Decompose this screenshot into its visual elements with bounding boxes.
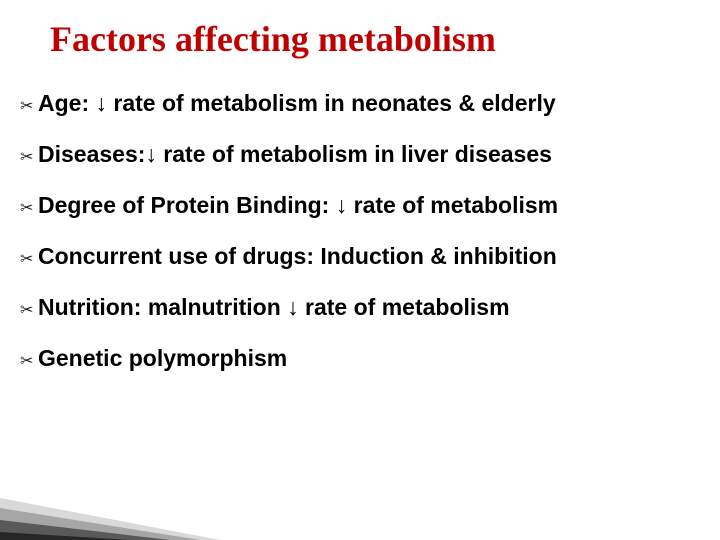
bullet-rest: rate of metabolism in liver diseases bbox=[157, 141, 552, 167]
bullet-icon: ✂ bbox=[20, 201, 38, 217]
bullet-label: Concurrent use of drugs: bbox=[38, 243, 320, 269]
down-arrow-icon: ↓ bbox=[145, 141, 157, 167]
bullet-label: Nutrition: bbox=[38, 294, 148, 320]
bullet-icon: ✂ bbox=[20, 99, 38, 115]
bullet-text: Degree of Protein Binding: ↓ rate of met… bbox=[38, 192, 700, 219]
list-item: ✂ Genetic polymorphism bbox=[20, 345, 700, 372]
bullet-mid: malnutrition bbox=[148, 294, 287, 320]
down-arrow-icon: ↓ bbox=[336, 192, 348, 218]
bullet-icon: ✂ bbox=[20, 150, 38, 166]
bullet-icon: ✂ bbox=[20, 303, 38, 319]
bullet-rest: rate of metabolism in neonates & elderly bbox=[107, 90, 556, 116]
bullet-list: ✂ Age: ↓ rate of metabolism in neonates … bbox=[0, 60, 720, 372]
down-arrow-icon: ↓ bbox=[96, 90, 108, 116]
decor-shape bbox=[0, 498, 220, 540]
bullet-text: Diseases:↓ rate of metabolism in liver d… bbox=[38, 141, 700, 168]
list-item: ✂ Diseases:↓ rate of metabolism in liver… bbox=[20, 141, 700, 168]
bullet-icon: ✂ bbox=[20, 252, 38, 268]
bullet-rest: rate of metabolism bbox=[299, 294, 510, 320]
list-item: ✂ Nutrition: malnutrition ↓ rate of meta… bbox=[20, 294, 700, 321]
bullet-rest: Induction & inhibition bbox=[320, 243, 556, 269]
down-arrow-icon: ↓ bbox=[287, 294, 299, 320]
corner-decoration bbox=[0, 450, 260, 540]
decor-shape bbox=[0, 532, 130, 540]
decor-shape bbox=[0, 520, 170, 540]
list-item: ✂ Degree of Protein Binding: ↓ rate of m… bbox=[20, 192, 700, 219]
bullet-text: Nutrition: malnutrition ↓ rate of metabo… bbox=[38, 294, 700, 321]
list-item: ✂ Concurrent use of drugs: Induction & i… bbox=[20, 243, 700, 270]
bullet-label: Diseases: bbox=[38, 141, 145, 167]
slide-title: Factors affecting metabolism bbox=[0, 0, 720, 60]
bullet-text: Age: ↓ rate of metabolism in neonates & … bbox=[38, 90, 700, 117]
bullet-label: Genetic polymorphism bbox=[38, 345, 287, 371]
bullet-label: Degree of Protein Binding: bbox=[38, 192, 336, 218]
bullet-icon: ✂ bbox=[20, 354, 38, 370]
bullet-rest: rate of metabolism bbox=[347, 192, 558, 218]
bullet-text: Concurrent use of drugs: Induction & inh… bbox=[38, 243, 700, 270]
decor-shape bbox=[0, 508, 200, 540]
bullet-label: Age: bbox=[38, 90, 89, 116]
list-item: ✂ Age: ↓ rate of metabolism in neonates … bbox=[20, 90, 700, 117]
bullet-text: Genetic polymorphism bbox=[38, 345, 700, 372]
